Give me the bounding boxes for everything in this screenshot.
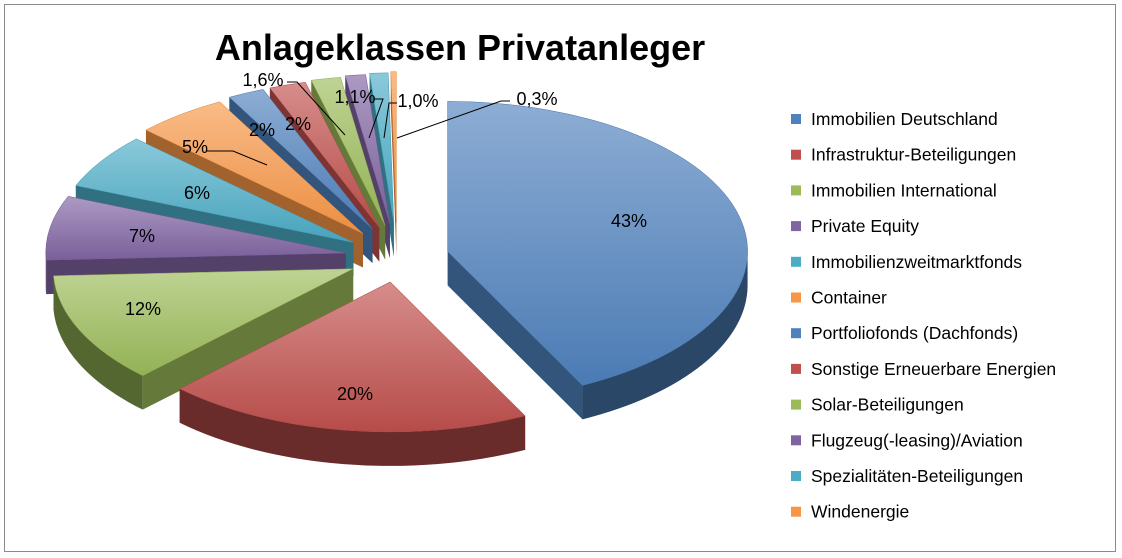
legend-swatch-container — [791, 292, 801, 303]
slice-side-immobilien-international-0 — [53, 275, 143, 410]
legend-label-infrastruktur-beteiligungen: Infrastruktur-Beteiligungen — [811, 145, 1016, 165]
legend-label-portfoliofonds-dachfonds: Portfoliofonds (Dachfonds) — [811, 323, 1018, 343]
legend-swatch-immobilienzweitmarktfonds — [791, 256, 801, 267]
legend-swatch-sonstige-erneuerbare-energien — [791, 363, 801, 374]
legend-swatch-spezialit-ten-beteiligungen — [791, 471, 801, 481]
pie-tops — [45, 71, 748, 433]
slice-side-immobilien-deutschland-0 — [582, 251, 748, 420]
data-label-solar-beteiligungen: 1,6% — [242, 70, 283, 90]
legend-swatch-windenergie — [791, 506, 801, 517]
slice-immobilien-deutschland — [447, 101, 748, 386]
data-label-portfoliofonds-dachfonds: 2% — [249, 120, 275, 140]
data-label-spezialit-ten-beteiligungen: 1,0% — [397, 91, 438, 111]
slice-windenergie — [390, 71, 397, 222]
data-label-private-equity: 7% — [129, 226, 155, 246]
legend-swatch-immobilien-international — [791, 185, 801, 196]
leader-line-solar-beteiligungen — [287, 81, 346, 136]
legend-label-windenergie: Windenergie — [811, 502, 909, 522]
slice-private-equity — [45, 195, 346, 261]
slice-side-infrastruktur-beteiligungen-0 — [179, 388, 526, 466]
slice-sonstige-erneuerbare-energien — [269, 81, 380, 228]
slice-immobilien-international — [53, 268, 354, 376]
leader-line-container — [207, 150, 268, 166]
data-label-infrastruktur-beteiligungen: 20% — [337, 384, 373, 404]
data-label-flugzeug-leasing-aviation: 1,1% — [334, 87, 375, 107]
legend-label-immobilienzweitmarktfonds: Immobilienzweitmarktfonds — [811, 252, 1022, 272]
data-label-windenergie: 0,3% — [516, 89, 557, 109]
slice-container — [145, 101, 364, 234]
legend-swatch-portfoliofonds-dachfonds — [791, 328, 801, 339]
chart-title: Anlageklassen Privatanleger — [215, 27, 705, 68]
data-label-container: 5% — [182, 137, 208, 157]
data-label-immobilienzweitmarktfonds: 6% — [184, 183, 210, 203]
pie-labels: 43% 20% 12% 7% 6% 5% 2% 2% 1,6% 1,1% 1,0% 0,3% — [125, 70, 647, 404]
slice-portfoliofonds-dachfonds — [228, 89, 373, 230]
data-label-sonstige-erneuerbare-energien: 2% — [285, 114, 311, 134]
chart-frame: Anlageklassen Privatanleger 43% 20% 12% 7% 6… — [4, 4, 1116, 552]
slice-solar-beteiligungen — [310, 77, 386, 226]
legend-label-spezialit-ten-beteiligungen: Spezialitäten-Beteiligungen — [811, 466, 1023, 486]
legend-swatch-flugzeug-leasing-aviation — [791, 435, 801, 446]
leader-line-windenergie — [396, 100, 510, 139]
slice-immobilienzweitmarktfonds — [75, 138, 354, 243]
leader-line-spezialit-ten-beteiligungen — [383, 102, 397, 139]
legend-label-immobilien-deutschland: Immobilien Deutschland — [811, 109, 998, 129]
legend-swatch-private-equity — [791, 221, 801, 232]
legend-swatch-infrastruktur-beteiligungen — [791, 149, 801, 160]
legend-label-container: Container — [811, 288, 887, 308]
legend: Immobilien Deutschland Infrastruktur-Bete… — [791, 109, 1056, 522]
slice-infrastruktur-beteiligungen — [179, 281, 526, 433]
pie-chart: Anlageklassen Privatanleger 43% 20% 12% 7% 6… — [45, 27, 1056, 522]
data-label-immobilien-international: 12% — [125, 299, 161, 319]
leader-line-flugzeug-leasing-aviation — [368, 98, 384, 139]
legend-swatch-solar-beteiligungen — [791, 399, 801, 410]
legend-label-immobilien-international: Immobilien International — [811, 180, 997, 200]
legend-label-solar-beteiligungen: Solar-Beteiligungen — [811, 395, 964, 415]
slice-wall-immobilien-deutschland-1 — [447, 251, 583, 420]
legend-swatch-immobilien-deutschland — [791, 114, 801, 124]
legend-label-private-equity: Private Equity — [811, 216, 919, 236]
legend-label-sonstige-erneuerbare-energien: Sonstige Erneuerbare Energien — [811, 359, 1056, 379]
slice-flugzeug-leasing-aviation — [344, 74, 391, 225]
data-label-immobilien-deutschland: 43% — [611, 211, 647, 231]
slice-wall-windenergie-0 — [390, 71, 397, 256]
legend-label-flugzeug-leasing-aviation: Flugzeug(-leasing)/Aviation — [811, 430, 1023, 450]
